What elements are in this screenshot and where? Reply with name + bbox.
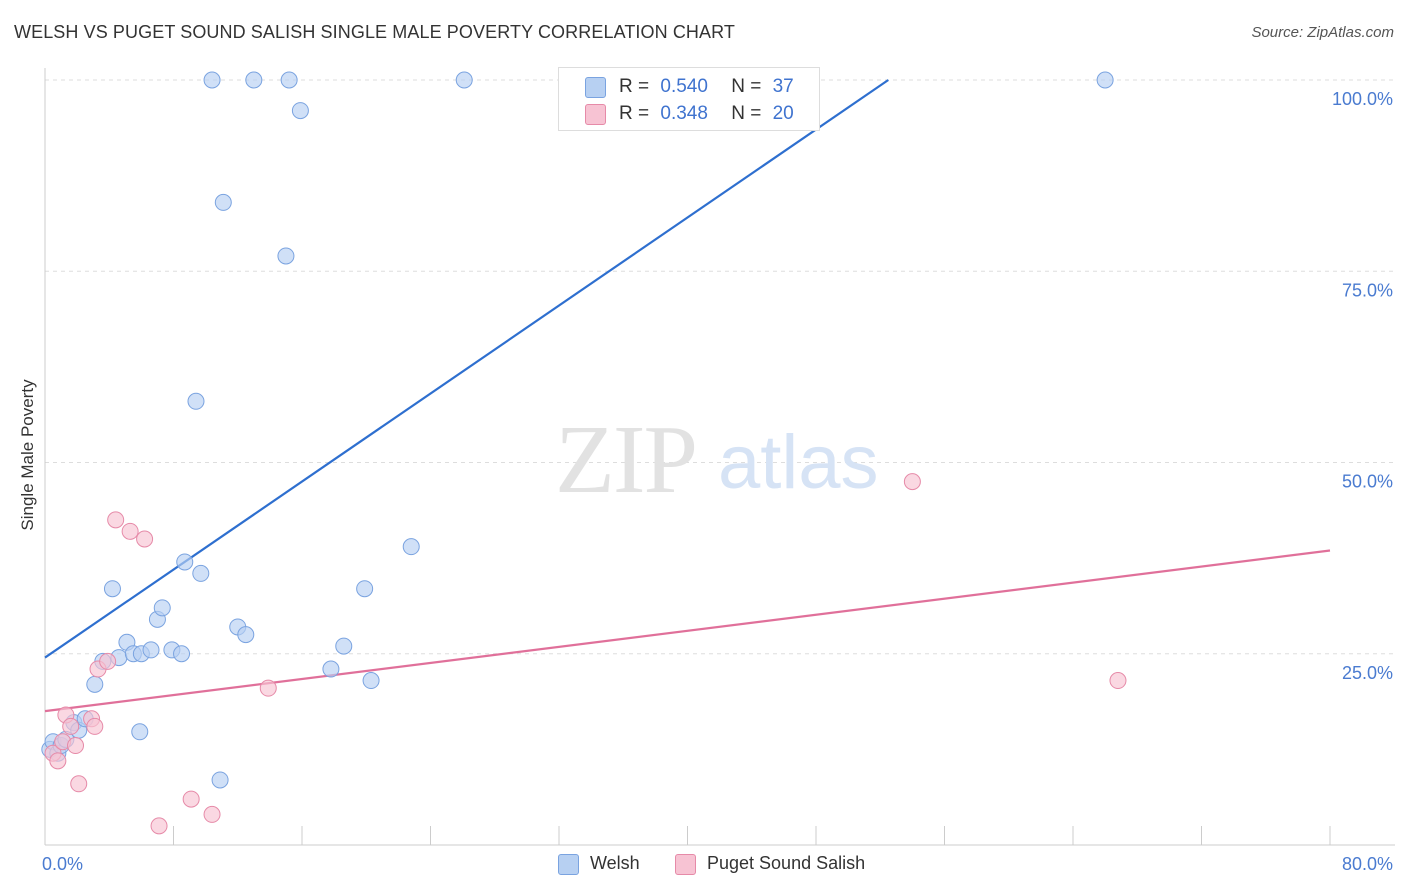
salish-point <box>121 522 139 540</box>
welsh-n-value: 37 <box>772 76 794 97</box>
salish-point <box>203 805 221 823</box>
tick-labels: 25.0% 50.0% 75.0% 100.0% 0.0% 80.0% <box>42 89 1393 874</box>
welsh-trend-line <box>44 79 889 659</box>
salish-point <box>903 473 921 491</box>
salish-point <box>62 717 80 735</box>
welsh-point <box>142 641 160 659</box>
axes <box>44 68 1395 846</box>
chart-title: WELSH VS PUGET SOUND SALISH SINGLE MALE … <box>14 22 736 42</box>
salish-n-value: 20 <box>772 103 794 124</box>
x-tick-label: 0.0% <box>42 854 83 874</box>
welsh-point <box>1096 71 1114 89</box>
salish-point <box>70 775 88 793</box>
welsh-swatch <box>585 77 606 98</box>
welsh-point <box>192 564 210 582</box>
welsh-point <box>86 675 104 693</box>
welsh-point <box>103 580 121 598</box>
y-tick-label: 75.0% <box>1342 280 1393 300</box>
welsh-point <box>356 580 374 598</box>
watermark: ZIP atlas <box>555 406 879 514</box>
salish-r-label: R = <box>619 103 650 124</box>
welsh-stats: R = 0.540 N = 37 <box>619 76 794 98</box>
data-points <box>41 71 1127 835</box>
welsh-r-label: R = <box>619 76 650 97</box>
welsh-point <box>280 71 298 89</box>
salish-point <box>99 652 117 670</box>
salish-trend-line <box>44 549 1331 713</box>
welsh-point <box>402 538 420 556</box>
welsh-legend-swatch <box>558 854 579 875</box>
salish-swatch <box>585 104 606 125</box>
welsh-legend-label: Welsh <box>590 853 640 873</box>
y-tick-label: 100.0% <box>1332 89 1393 109</box>
welsh-point <box>245 71 263 89</box>
welsh-point <box>277 247 295 265</box>
welsh-point <box>291 102 309 120</box>
x-tick-label: 80.0% <box>1342 854 1393 874</box>
welsh-r-value: 0.540 <box>660 76 708 97</box>
welsh-point <box>203 71 221 89</box>
welsh-point <box>173 645 191 663</box>
salish-stats: R = 0.348 N = 20 <box>619 103 794 125</box>
welsh-n-label: N = <box>731 76 762 97</box>
welsh-point <box>214 193 232 211</box>
salish-point <box>1109 672 1127 690</box>
welsh-point <box>322 660 340 678</box>
source-label: Source: ZipAtlas.com <box>1251 24 1394 41</box>
welsh-point <box>455 71 473 89</box>
salish-legend-swatch <box>675 854 696 875</box>
salish-point <box>259 679 277 697</box>
watermark-atlas: atlas <box>718 420 879 505</box>
welsh-point <box>131 723 149 741</box>
welsh-point <box>153 599 171 617</box>
welsh-point <box>335 637 353 655</box>
y-tick-label: 25.0% <box>1342 663 1393 683</box>
salish-r-value: 0.348 <box>660 103 708 124</box>
salish-point <box>182 790 200 808</box>
stats-legend: R = 0.540 N = 37 R = 0.348 N = 20 <box>558 67 820 131</box>
salish-point <box>67 737 85 755</box>
salish-point <box>86 717 104 735</box>
salish-point <box>150 817 168 835</box>
welsh-point <box>187 392 205 410</box>
trend-lines <box>44 79 1331 713</box>
salish-n-label: N = <box>731 103 762 124</box>
salish-point <box>136 530 154 548</box>
watermark-zip: ZIP <box>555 406 696 514</box>
salish-legend-label: Puget Sound Salish <box>707 853 866 873</box>
y-tick-label: 50.0% <box>1342 472 1393 492</box>
salish-point <box>107 511 125 529</box>
welsh-point <box>362 672 380 690</box>
welsh-point <box>176 553 194 571</box>
salish-point <box>49 752 67 770</box>
welsh-point <box>211 771 229 789</box>
welsh-point <box>237 626 255 644</box>
